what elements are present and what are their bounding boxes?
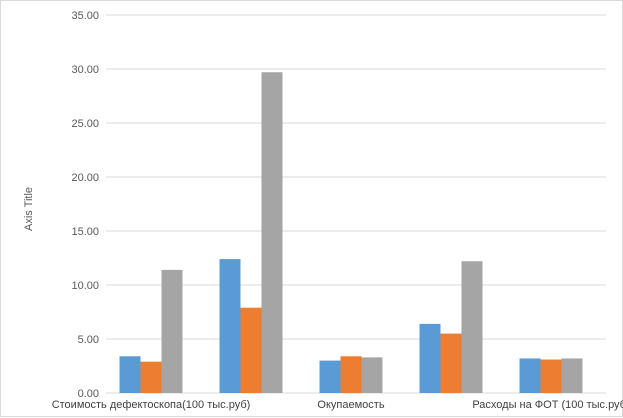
bar-series-2-cat-3 <box>340 356 362 393</box>
bar-series-1-cat-2 <box>219 259 241 393</box>
y-tick-label: 25.00 <box>71 118 99 130</box>
bar-series-3-cat-3 <box>361 357 383 393</box>
bars <box>119 72 583 394</box>
bar-series-3-cat-1 <box>161 269 183 393</box>
bar-series-2-cat-5 <box>540 359 562 393</box>
bar-series-1-cat-3 <box>319 360 341 393</box>
y-tick-label: 10.00 <box>71 280 99 292</box>
bar-series-2-cat-2 <box>240 307 262 393</box>
bar-series-3-cat-2 <box>261 72 283 394</box>
bar-series-1-cat-5 <box>519 358 541 393</box>
y-tick-label: 15.00 <box>71 226 99 238</box>
category-label: Окупаемость <box>317 399 384 411</box>
category-label: Расходы на ФОТ (100 тыс.руб) <box>472 399 623 411</box>
y-tick-label: 35.00 <box>71 10 99 22</box>
y-axis-title: Axis Title <box>23 187 35 231</box>
bar-series-2-cat-4 <box>440 333 462 393</box>
category-labels: Стоимость дефектоскопа(100 тыс.руб) Окупа… <box>52 399 623 411</box>
bar-series-3-cat-5 <box>561 358 583 393</box>
y-tick-label: 20.00 <box>71 172 99 184</box>
y-tick-label: 30.00 <box>71 64 99 76</box>
bar-series-1-cat-1 <box>119 356 141 393</box>
bar-series-1-cat-4 <box>419 323 441 393</box>
y-tick-labels: 0.00 5.00 10.00 15.00 20.00 25.00 30.00 35.00 <box>71 10 99 400</box>
y-tick-label: 5.00 <box>78 334 99 346</box>
category-label: Стоимость дефектоскопа(100 тыс.руб) <box>52 399 251 411</box>
bar-series-3-cat-4 <box>461 261 483 393</box>
bar-series-2-cat-1 <box>140 361 162 393</box>
y-tick-label: 0.00 <box>78 388 99 400</box>
